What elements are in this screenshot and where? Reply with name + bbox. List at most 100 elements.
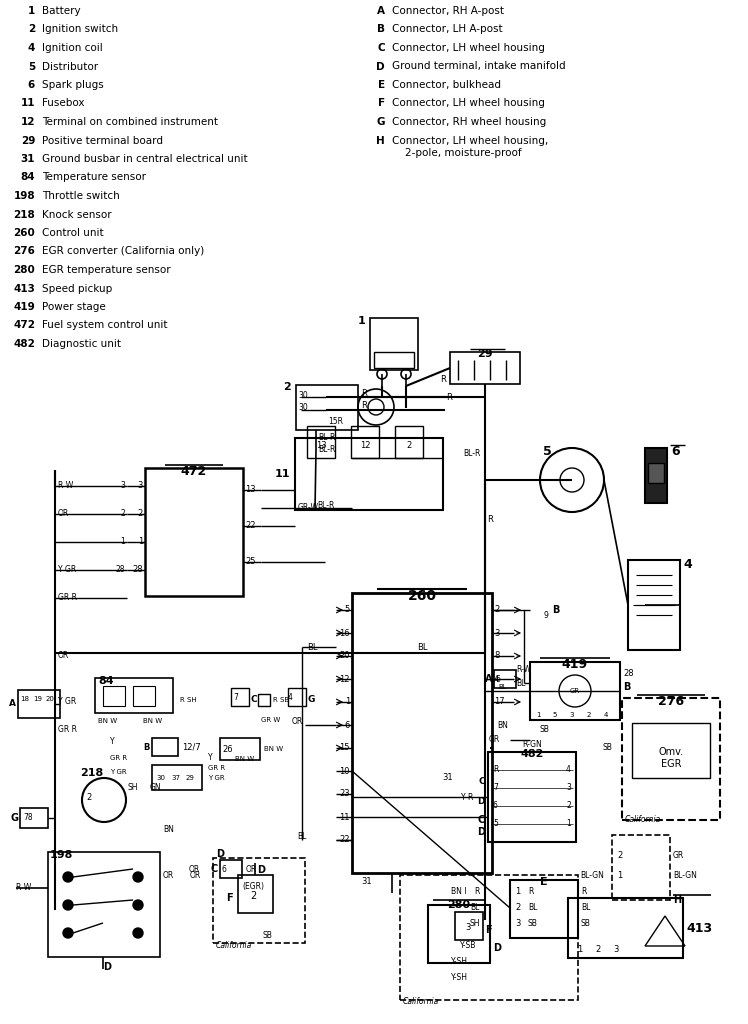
Text: 2: 2 (120, 510, 125, 518)
Text: 4: 4 (494, 675, 499, 683)
Text: C: C (378, 43, 385, 53)
Text: Y-SH: Y-SH (450, 974, 468, 982)
Bar (488, 752, 576, 842)
Bar (648, 463, 664, 483)
Bar (352, 593, 492, 873)
Text: BL: BL (581, 903, 590, 912)
Text: SB: SB (602, 743, 612, 753)
Text: 1: 1 (515, 888, 521, 896)
Text: 218: 218 (80, 768, 103, 778)
Bar (48, 852, 160, 957)
Text: 6: 6 (671, 445, 680, 458)
Bar (296, 385, 358, 430)
Text: OR: OR (58, 510, 70, 518)
Text: 3: 3 (465, 924, 470, 933)
Text: R: R (581, 888, 586, 896)
Text: A: A (485, 674, 492, 684)
Text: 482: 482 (521, 749, 544, 759)
Text: R-W: R-W (516, 666, 531, 675)
Text: Connector, LH A-post: Connector, LH A-post (392, 25, 503, 35)
Text: BN W: BN W (264, 746, 283, 752)
Text: 4: 4 (288, 692, 293, 701)
Circle shape (63, 928, 73, 938)
Text: 2: 2 (494, 605, 499, 614)
Bar (628, 560, 680, 650)
Text: B: B (377, 25, 385, 35)
Text: GN: GN (150, 783, 162, 793)
Text: D: D (493, 943, 501, 953)
Text: 413: 413 (686, 922, 712, 935)
Text: BL-R: BL-R (463, 450, 480, 459)
Text: 472: 472 (13, 321, 35, 331)
Text: R: R (475, 888, 480, 896)
Text: Y GR: Y GR (58, 565, 76, 574)
Bar (645, 449, 667, 503)
Text: BL-GN: BL-GN (673, 870, 697, 880)
Text: R: R (361, 401, 367, 411)
Text: 1: 1 (536, 712, 540, 718)
Text: 20: 20 (46, 696, 55, 702)
Text: Y GR: Y GR (208, 775, 224, 781)
Text: Y R: Y R (461, 793, 473, 802)
Text: Distributor: Distributor (42, 61, 98, 72)
Text: GR: GR (488, 735, 500, 744)
Text: Ignition coil: Ignition coil (42, 43, 102, 53)
Bar (494, 670, 516, 688)
Text: 260: 260 (408, 589, 437, 603)
Text: 3: 3 (138, 481, 143, 490)
Text: 78: 78 (23, 813, 33, 822)
Text: BL: BL (470, 903, 480, 912)
Text: OR: OR (190, 870, 201, 880)
Text: California: California (403, 997, 439, 1006)
Text: SB: SB (581, 920, 591, 929)
Text: 2: 2 (515, 903, 521, 912)
Text: Y: Y (208, 754, 212, 763)
Text: 5: 5 (553, 712, 557, 718)
Text: H: H (673, 895, 681, 905)
Text: GR R: GR R (58, 594, 77, 602)
Text: 12: 12 (340, 675, 350, 683)
Text: (EGR): (EGR) (242, 882, 264, 891)
Text: R: R (440, 376, 446, 384)
Text: 30: 30 (298, 403, 307, 413)
Text: 1: 1 (577, 945, 583, 954)
Text: 15: 15 (340, 743, 350, 753)
Bar (20, 808, 48, 828)
Circle shape (63, 900, 73, 910)
Bar (455, 912, 483, 940)
Text: 28: 28 (623, 670, 634, 679)
Bar (530, 662, 620, 720)
Text: Temperature sensor: Temperature sensor (42, 172, 146, 182)
Text: GR-W: GR-W (298, 503, 319, 512)
Text: 2: 2 (250, 891, 256, 901)
Text: 6: 6 (496, 675, 501, 683)
Text: 6: 6 (222, 864, 227, 873)
Text: GR R: GR R (58, 725, 77, 734)
Text: 12: 12 (20, 117, 35, 127)
Text: BL: BL (498, 684, 506, 690)
Text: OR: OR (246, 864, 257, 873)
Text: G: G (308, 695, 316, 705)
Text: 5: 5 (28, 61, 35, 72)
Bar (370, 318, 418, 370)
Text: 276: 276 (13, 247, 35, 256)
Text: 3: 3 (120, 481, 125, 490)
Text: 12/7: 12/7 (182, 742, 200, 752)
Text: R W: R W (16, 884, 31, 893)
Text: 31: 31 (442, 772, 453, 781)
Text: 276: 276 (658, 695, 684, 708)
Text: BL-GN: BL-GN (580, 870, 604, 880)
Text: D: D (376, 61, 385, 72)
Text: 6: 6 (345, 721, 350, 729)
Text: BN: BN (163, 825, 174, 835)
Text: F: F (227, 893, 233, 903)
Text: EGR temperature sensor: EGR temperature sensor (42, 265, 171, 275)
Text: 22: 22 (245, 521, 256, 530)
Text: G: G (376, 117, 385, 127)
Text: BL: BL (297, 831, 307, 841)
Text: 198: 198 (13, 191, 35, 201)
Text: BL-R: BL-R (318, 432, 335, 441)
Text: 10: 10 (340, 767, 350, 775)
Text: 5: 5 (493, 819, 498, 828)
Text: R-GN: R-GN (522, 740, 542, 749)
